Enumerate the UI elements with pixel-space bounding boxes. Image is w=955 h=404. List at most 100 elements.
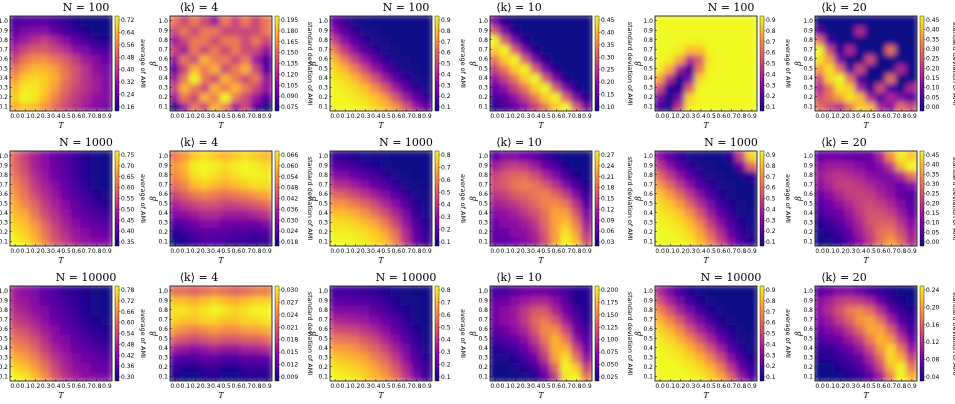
heatmap-cell [189, 43, 202, 55]
heatmap-cell [519, 188, 532, 200]
colorbar-label: average of AMI [459, 309, 467, 358]
heatmap-cell [550, 235, 563, 246]
heatmap-cell [885, 235, 898, 246]
heatmap-cell [339, 323, 352, 335]
heatmap-cell [519, 304, 532, 316]
heatmap-cell [369, 235, 382, 246]
heatmap-cell [684, 81, 697, 93]
x-tick-label: 0.5 [381, 383, 391, 390]
heatmap-cell [580, 323, 592, 335]
colorbar-tick-label: 0.6 [766, 185, 776, 192]
heatmap-cell [80, 304, 93, 316]
heatmap-cell [70, 91, 83, 103]
heatmap-cell [60, 304, 73, 316]
y-tick-label: 0.8 [0, 37, 8, 44]
heatmap-cell [529, 43, 542, 55]
heatmap-cell [499, 188, 512, 200]
colorbar-tick-label: 0.00 [926, 104, 940, 111]
heatmap-cell [854, 207, 867, 219]
y-tick-label: 0.8 [803, 307, 813, 314]
y-tick-label: 0.8 [0, 172, 8, 179]
x-tick-label: 0.7 [242, 113, 252, 120]
y-tick-label: 0.7 [803, 46, 813, 53]
heatmap-cell [540, 294, 553, 306]
y-axis-label: β [309, 196, 318, 202]
heatmap-cell [349, 43, 362, 55]
heatmap-cell [170, 100, 182, 111]
heatmap-cell [170, 151, 182, 162]
heatmap-cell [509, 100, 522, 111]
heatmap-cell [560, 226, 573, 238]
heatmap-cell [189, 169, 202, 181]
heatmap-cell [179, 294, 192, 306]
heatmap-cell [349, 188, 362, 200]
y-tick-label: 0.1 [318, 103, 328, 110]
heatmap-cell [490, 81, 502, 93]
heatmap-cell [655, 207, 667, 219]
y-tick-label: 0.2 [0, 364, 8, 371]
heatmap-cells [490, 151, 592, 246]
heatmap-cell [420, 361, 432, 373]
heatmap-cell [519, 16, 532, 27]
heatmap-cell [410, 24, 423, 36]
heatmap-cell [509, 207, 522, 219]
heatmap-cell [189, 81, 202, 93]
x-tick-label: 0.5 [221, 383, 231, 390]
heatmap-cell [230, 286, 243, 297]
heatmap-cell [519, 286, 532, 297]
heatmap-cell [400, 43, 413, 55]
heatmap-cell [380, 351, 393, 363]
heatmap-cell [550, 332, 563, 344]
y-tick-label: 0.8 [318, 307, 328, 314]
heatmap-cell [420, 34, 432, 46]
x-tick-label: 0.7 [887, 113, 897, 120]
heatmap-cell [885, 72, 898, 84]
heatmap-cell [60, 24, 73, 36]
y-tick-label: 0.4 [0, 75, 8, 82]
heatmap-cell [674, 286, 687, 297]
heatmap-cell [499, 159, 512, 171]
heatmap-cell [189, 342, 202, 354]
heatmap-cell [664, 216, 677, 228]
heatmap-cell [10, 235, 22, 246]
heatmap-cell [230, 169, 243, 181]
colorbar-tick-label: 0.018 [281, 239, 298, 246]
heatmap-cell [865, 43, 878, 55]
x-tick-label: 0.9 [102, 113, 112, 120]
colorbar-label: standard deviation of AMI [951, 22, 955, 106]
heatmap-cell [745, 62, 757, 74]
heatmap-cell [240, 332, 253, 344]
colorbar-tick-label: 0.060 [281, 163, 298, 170]
heatmap-cell [529, 188, 542, 200]
heatmap-cell [250, 332, 263, 344]
heatmap-cell [529, 16, 542, 27]
y-tick-label: 0.3 [478, 354, 488, 361]
colorbar-tick-label: 0.30 [926, 46, 940, 53]
heatmap-cell [519, 226, 532, 238]
plot-frame [9, 15, 113, 112]
heatmap-cell [10, 323, 22, 335]
heatmap-cell [509, 286, 522, 297]
heatmap-cell [230, 81, 243, 93]
heatmap-cell [509, 16, 522, 27]
colorbar-label: average of AMI [784, 174, 792, 223]
heatmap-cell [39, 91, 52, 103]
heatmap-cell [529, 207, 542, 219]
heatmap-cell [420, 43, 432, 55]
heatmap-cell [189, 159, 202, 171]
heatmap-cell [410, 188, 423, 200]
x-tick-label: 0.3 [201, 248, 211, 255]
heatmap-cell [250, 197, 263, 209]
heatmap-cell [509, 91, 522, 103]
heatmap-cell [49, 332, 62, 344]
x-tick-label: 0.2 [351, 383, 361, 390]
heatmap-cell [875, 342, 888, 354]
heatmap-cell [529, 286, 542, 297]
heatmap-cell [170, 34, 182, 46]
heatmap-cell [834, 313, 847, 325]
heatmap-cell [815, 323, 827, 335]
heatmap-cell [209, 323, 222, 335]
heatmap-cell [664, 332, 677, 344]
heatmap-cell [580, 332, 592, 344]
heatmap-cell [199, 313, 212, 325]
